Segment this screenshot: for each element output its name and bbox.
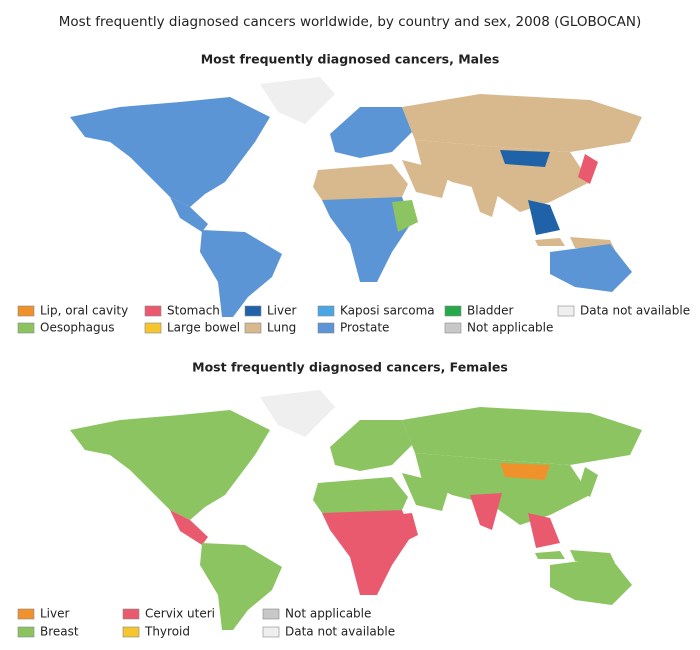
legend-label: Breast — [40, 625, 79, 639]
legend-swatch — [262, 608, 280, 620]
legend-label: Prostate — [340, 321, 389, 335]
legend-label: Not applicable — [467, 321, 553, 335]
legend-label: Kaposi sarcoma — [340, 304, 435, 318]
legend-label: Data not available — [285, 625, 395, 639]
legend-label: Large bowel — [167, 321, 240, 335]
legend-swatch — [244, 305, 262, 317]
map-title: Most frequently diagnosed cancers, Femal… — [192, 360, 508, 375]
legend-label: Data not available — [580, 304, 690, 318]
legend-swatch — [444, 305, 462, 317]
legend-label: Not applicable — [285, 607, 371, 621]
legend-label: Liver — [40, 607, 70, 621]
legend-label: Cervix uteri — [145, 607, 215, 621]
legend-label: Stomach — [167, 304, 220, 318]
page-title: Most frequently diagnosed cancers worldw… — [59, 14, 641, 30]
legend-label: Bladder — [467, 304, 514, 318]
legend-swatch — [244, 322, 262, 334]
legend-swatch — [262, 626, 280, 638]
legend-label: Lung — [267, 321, 296, 335]
legend-swatch — [444, 322, 462, 334]
legend-label: Lip, oral cavity — [40, 304, 128, 318]
legend-swatch — [144, 305, 162, 317]
legend-swatch — [17, 626, 35, 638]
legend-swatch — [122, 608, 140, 620]
legend-swatch — [144, 322, 162, 334]
legend-label: Oesophagus — [40, 321, 114, 335]
legend-swatch — [557, 305, 575, 317]
legend-label: Thyroid — [144, 625, 190, 639]
legend-swatch — [17, 322, 35, 334]
map-title: Most frequently diagnosed cancers, Males — [201, 52, 500, 67]
legend-swatch — [17, 608, 35, 620]
legend-label: Liver — [267, 304, 297, 318]
world-map — [70, 390, 642, 630]
legend-swatch — [17, 305, 35, 317]
world-map — [70, 77, 642, 317]
legend-swatch — [317, 305, 335, 317]
legend-swatch — [317, 322, 335, 334]
legends: Lip, oral cavity Oesophagus Stomach Large b… — [17, 304, 690, 639]
legend-swatch — [122, 626, 140, 638]
